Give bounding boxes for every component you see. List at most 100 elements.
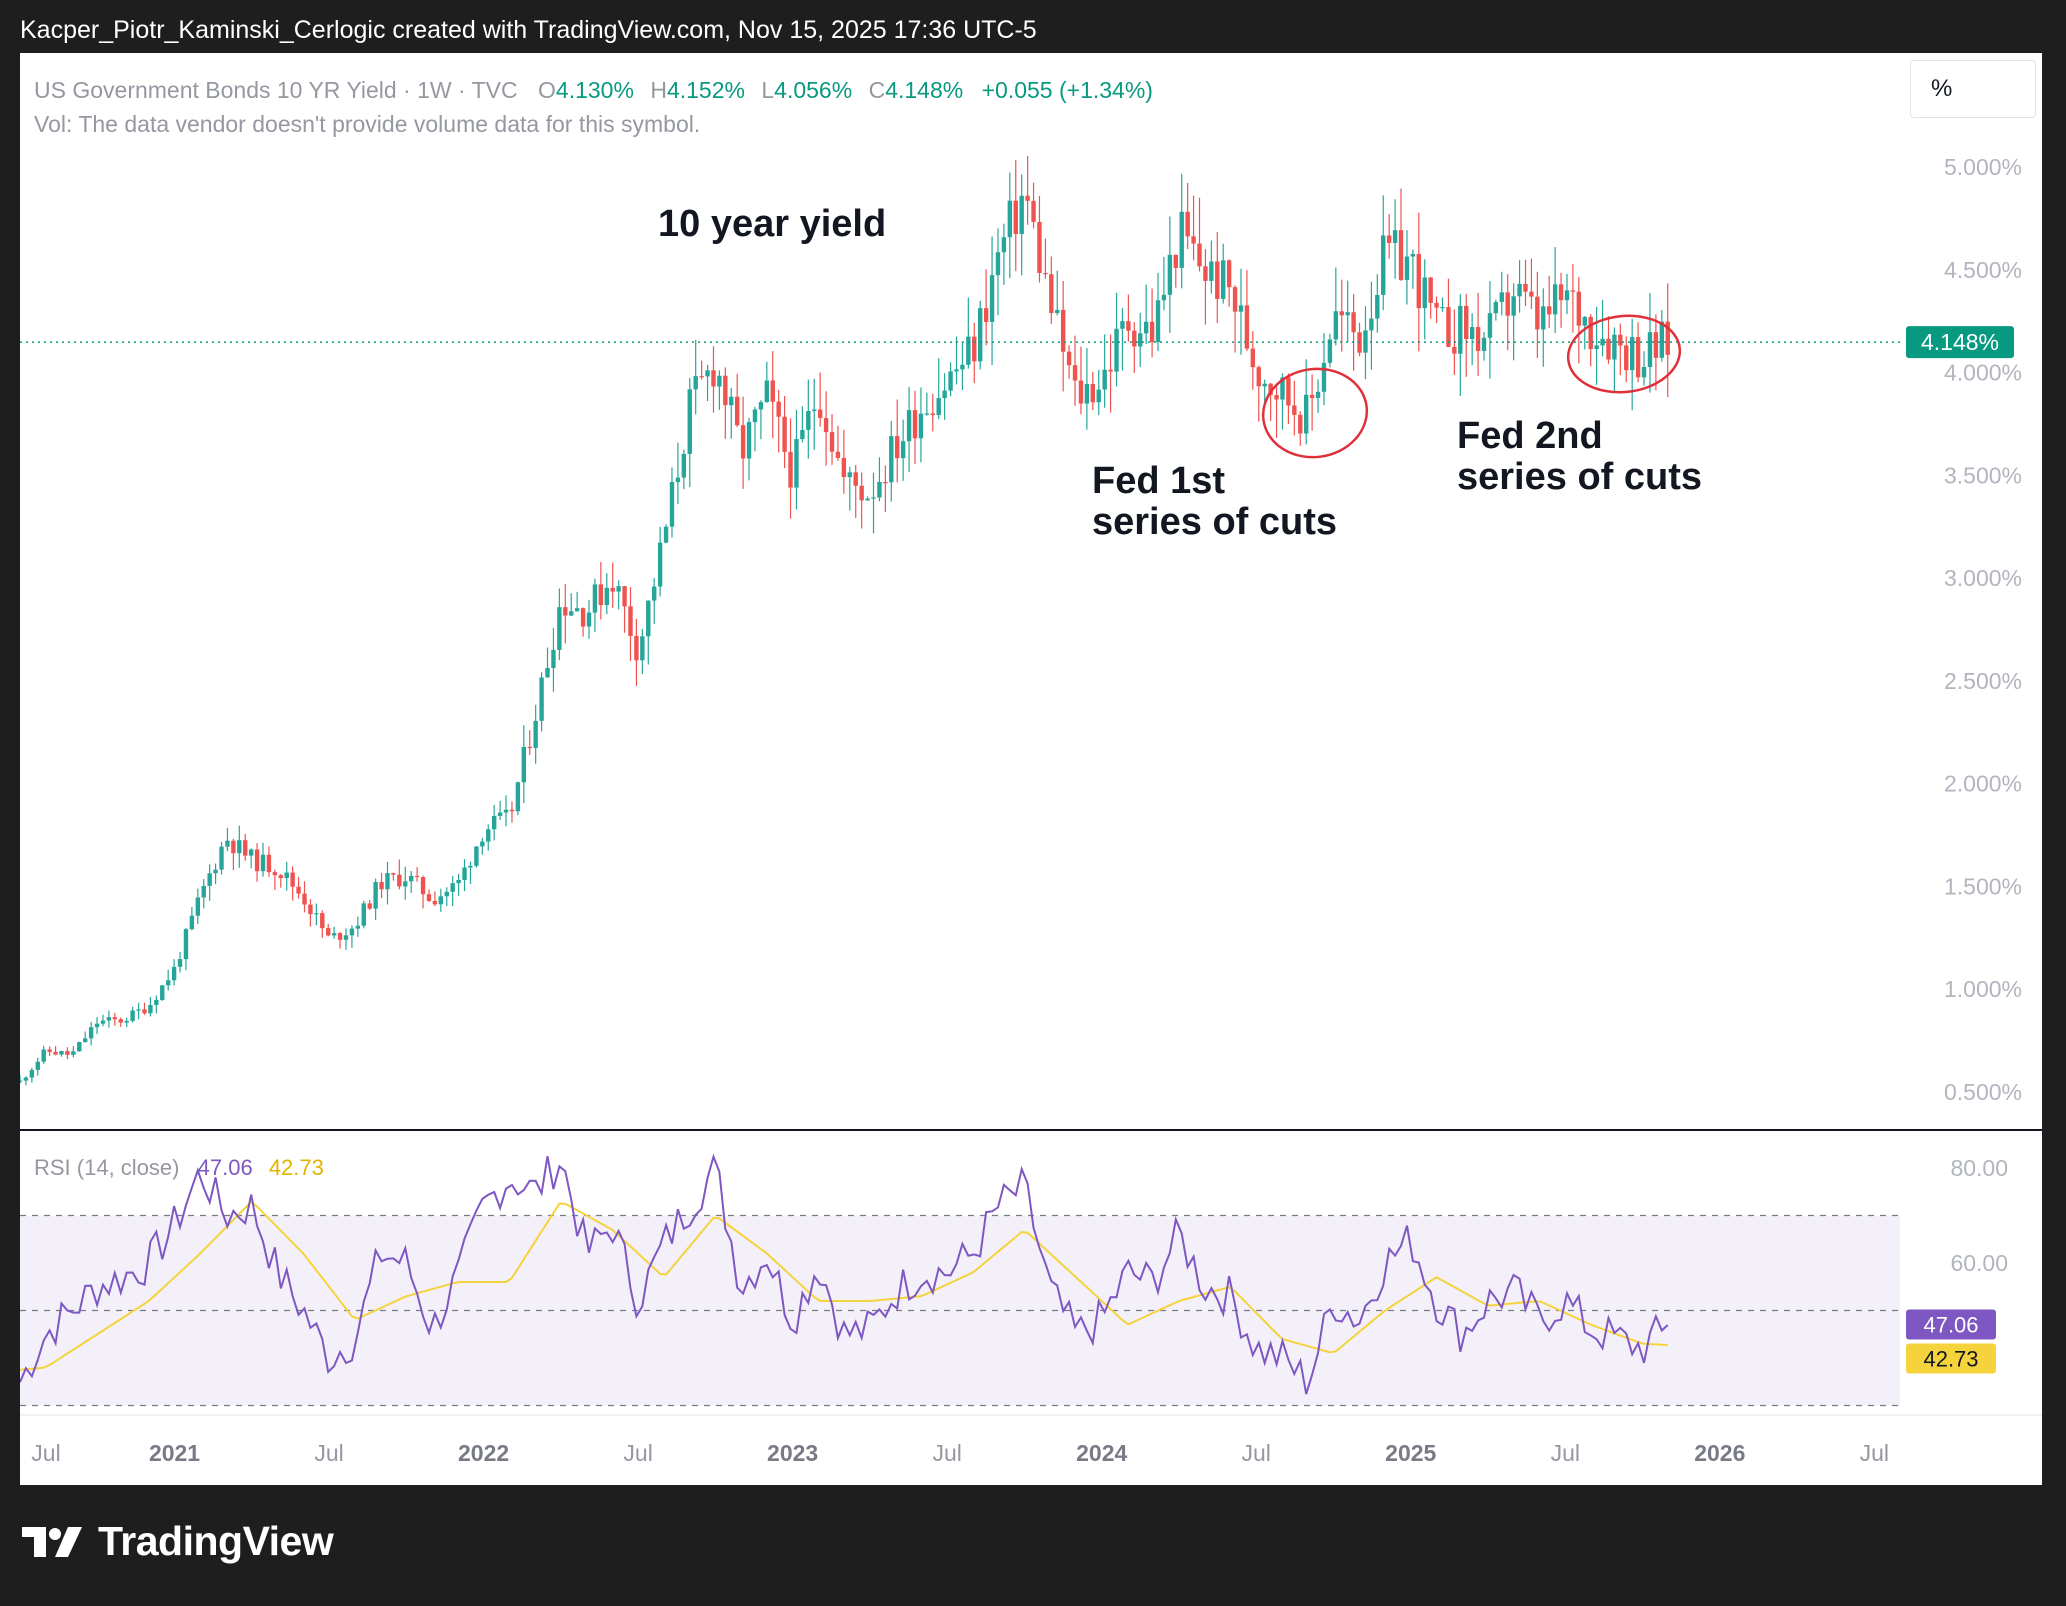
candle-body	[408, 875, 414, 882]
candle-body	[1232, 287, 1238, 312]
candle-body	[474, 846, 479, 866]
candle-body	[1404, 256, 1410, 280]
candle-body	[515, 782, 521, 812]
candle-body	[539, 677, 544, 721]
candle-body	[231, 840, 236, 854]
chart-canvas[interactable]: 0.500% 1.000% 1.500% 2.000% 2.500% 3.000% 3.50…	[20, 53, 2042, 1485]
candle-body	[497, 812, 503, 816]
time-tick-label: 2023	[767, 1440, 818, 1466]
candle-body	[266, 854, 272, 873]
percent-scale-button[interactable]: %	[1910, 60, 2036, 118]
candle-body	[693, 376, 698, 390]
candle-body	[853, 472, 858, 486]
candle-body	[1049, 274, 1054, 314]
time-axis: Jul 2021 Jul 2022 Jul 2023 Jul 2024 Jul 2025 Jul 20…	[31, 1440, 1889, 1466]
candle-body	[59, 1051, 64, 1055]
candle-body	[1090, 384, 1096, 403]
candle-body	[1635, 337, 1641, 378]
time-tick-label: Jul	[314, 1440, 343, 1466]
candle-body	[586, 612, 592, 627]
candle-body	[1564, 290, 1570, 301]
candle-body	[817, 409, 823, 419]
time-tick-label: 2022	[458, 1440, 509, 1466]
annotation-circle-fed2	[1566, 314, 1682, 394]
chart-panel[interactable]: 0.500% 1.000% 1.500% 2.000% 2.500% 3.000% 3.50…	[20, 53, 2042, 1485]
candle-body	[112, 1017, 118, 1020]
price-tick-label: 2.000%	[1944, 771, 2022, 797]
candle-body	[883, 481, 888, 484]
candle-body	[574, 608, 580, 612]
candle-body	[551, 649, 556, 668]
candle-body	[1446, 307, 1451, 347]
candle-body	[699, 376, 704, 378]
candle-body	[598, 584, 604, 606]
candle-body	[657, 542, 663, 587]
candle-body	[272, 872, 278, 876]
candle-body	[1126, 321, 1131, 331]
candle-body	[1286, 377, 1291, 406]
candle-body	[1351, 312, 1356, 333]
candle-body	[652, 586, 657, 601]
candle-body	[1191, 236, 1196, 244]
candle-body	[1375, 294, 1380, 319]
candle-body	[82, 1038, 88, 1043]
candle-body	[444, 891, 449, 897]
price-tick-label: 4.500%	[1944, 257, 2022, 283]
annotation-fed1-line1: Fed 1st	[1092, 460, 1225, 502]
candle-body	[468, 865, 473, 868]
tradingview-wordmark: TradingView	[98, 1518, 334, 1564]
candle-body	[88, 1027, 94, 1039]
candle-body	[331, 933, 337, 936]
candle-body	[1226, 260, 1232, 288]
annotation-fed2-line1: Fed 2nd	[1457, 415, 1603, 457]
annotation-fed1-line2: series of cuts	[1092, 501, 1337, 543]
candle-body	[1416, 253, 1422, 309]
candle-body	[983, 308, 989, 322]
candle-body	[1369, 318, 1374, 331]
candle-body	[1019, 195, 1024, 234]
candle-body	[136, 1009, 141, 1011]
candle-body	[989, 275, 995, 322]
candle-body	[165, 980, 171, 986]
candle-body	[1665, 321, 1670, 355]
candle-body	[1493, 301, 1499, 314]
time-tick-label: Jul	[1551, 1440, 1580, 1466]
candle-body	[337, 933, 343, 940]
rsi-line	[20, 1153, 1669, 1395]
candle-body	[219, 846, 224, 870]
candle-body	[355, 925, 361, 929]
candle-body	[1475, 326, 1481, 351]
candle-body	[1013, 200, 1018, 234]
legend-close-label: C	[869, 77, 886, 103]
candle-body	[1612, 334, 1617, 360]
candle-body	[1298, 414, 1303, 434]
candle-body	[361, 903, 366, 926]
candle-body	[450, 883, 455, 892]
time-tick-label: Jul	[1860, 1440, 1889, 1466]
candle-body	[877, 481, 882, 498]
candle-body	[124, 1020, 129, 1023]
candle-body	[930, 413, 935, 416]
volume-note: Vol: The data vendor doesn't provide vol…	[34, 111, 700, 137]
candle-body	[278, 875, 283, 879]
candle-body	[1618, 334, 1623, 346]
rsi-value-badge: 47.06	[1906, 1309, 1996, 1340]
candle-body	[53, 1051, 58, 1055]
candle-body	[349, 928, 355, 936]
rsi-ma-line	[20, 1200, 1668, 1371]
rsi-tick-label: 80.00	[1950, 1155, 2008, 1181]
candle-body	[1280, 377, 1285, 400]
candle-body	[509, 809, 515, 812]
candle-body	[889, 436, 894, 483]
candle-body	[1582, 316, 1587, 326]
rsi-legend: RSI (14, close) 47.06 42.73	[34, 1155, 324, 1180]
time-tick-label: 2026	[1694, 1440, 1745, 1466]
tradingview-brand[interactable]: TradingView	[22, 1518, 334, 1565]
candle-body	[1221, 260, 1226, 299]
candle-body	[237, 840, 242, 854]
candle-body	[1007, 200, 1013, 238]
candle-body	[77, 1042, 82, 1052]
candle-body	[148, 1004, 153, 1014]
candle-body	[1499, 292, 1504, 302]
candle-body	[906, 410, 912, 442]
